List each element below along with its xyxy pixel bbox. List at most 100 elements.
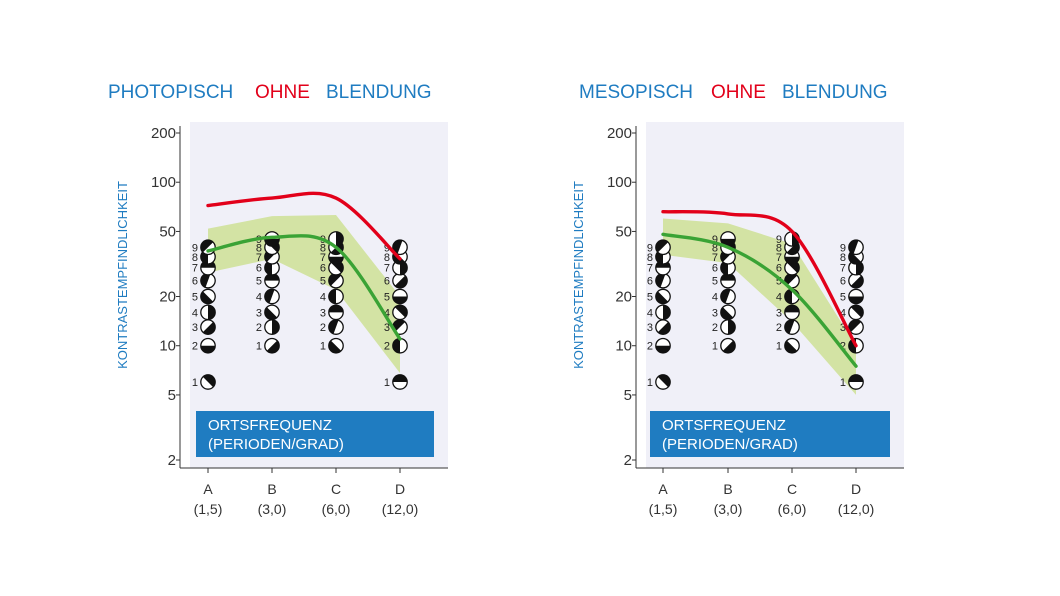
marker-label-3-8: 8	[384, 252, 390, 264]
contrast-marker-0-9	[655, 239, 671, 256]
y-tick-label-3: 20	[159, 289, 176, 306]
marker-label-0-8: 8	[647, 252, 653, 264]
contrast-marker-3-8-half	[848, 251, 862, 264]
marker-label-2-6: 6	[320, 263, 326, 275]
contrast-marker-2-1	[328, 337, 344, 354]
marker-label-0-5: 5	[192, 292, 198, 304]
title-word-1: OHNE	[255, 82, 310, 103]
contrast-marker-3-4-fill	[850, 305, 864, 318]
contrast-marker-0-9-fill	[655, 240, 669, 253]
y-tick-label-3: 20	[615, 289, 632, 306]
contrast-marker-3-5-half	[848, 296, 864, 304]
contrast-marker-2-9-fill	[336, 231, 344, 247]
contrast-marker-0-6	[655, 272, 671, 289]
contrast-marker-0-2	[200, 337, 216, 354]
y-tick-label-2: 50	[615, 223, 632, 240]
contrast-marker-0-6-fill	[200, 273, 211, 288]
contrast-marker-3-1-fill	[848, 374, 864, 382]
x-axis-label-line-1: (PERIODEN/GRAD)	[662, 436, 798, 453]
contrast-marker-3-4-half	[850, 305, 864, 318]
contrast-marker-1-3-half	[264, 307, 278, 320]
contrast-marker-3-5-fill	[848, 296, 864, 304]
marker-label-2-4: 4	[320, 292, 326, 304]
contrast-marker-2-1	[784, 337, 800, 354]
contrast-marker-3-4	[848, 304, 864, 321]
marker-label-2-7: 7	[776, 252, 782, 264]
x-axis-label-line-0: ORTSFREQUENZ	[208, 417, 332, 434]
contrast-marker-1-3-fill	[264, 307, 278, 320]
photopic-chart: PHOTOPISCH OHNE BLENDUNG 200 100 50 20 10 5 2 KONT…	[108, 82, 448, 517]
contrast-marker-0-3-half	[657, 321, 671, 335]
marker-label-2-2: 2	[320, 322, 326, 334]
contrast-marker-3-3-fill	[392, 319, 406, 333]
marker-label-1-8: 8	[712, 242, 718, 254]
marker-label-1-7: 7	[256, 252, 262, 264]
marker-label-3-1: 1	[384, 377, 390, 389]
contrast-marker-3-2-half	[392, 338, 400, 353]
marker-label-3-1: 1	[840, 377, 846, 389]
marker-label-0-7: 7	[192, 263, 198, 275]
contrast-marker-1-2-fill	[272, 319, 280, 335]
marker-label-0-8: 8	[192, 252, 198, 264]
marker-label-3-2: 2	[384, 341, 390, 353]
y-tick-label-5: 5	[168, 387, 176, 404]
marker-label-1-5: 5	[256, 276, 262, 288]
contrast-marker-1-4	[720, 288, 736, 305]
contrast-marker-0-1	[200, 374, 216, 390]
contrast-marker-0-5-half	[655, 291, 669, 304]
contrast-marker-2-4-fill	[784, 289, 792, 304]
contrast-marker-3-3-fill	[848, 319, 862, 333]
marker-label-3-6: 6	[384, 276, 390, 288]
contrast-marker-3-4-half	[394, 305, 408, 318]
contrast-marker-1-3	[264, 304, 280, 321]
contrast-marker-2-9	[328, 231, 344, 247]
x-category-value-C: (6,0)	[322, 501, 351, 517]
contrast-marker-1-5-fill	[264, 273, 280, 281]
contrast-marker-2-1-half	[328, 340, 342, 353]
contrast-marker-1-1	[264, 337, 280, 354]
marker-label-1-3: 3	[256, 307, 262, 319]
marker-label-0-1: 1	[647, 377, 653, 389]
y-tick-label-4: 10	[159, 338, 176, 355]
y-tick-label-6: 2	[624, 452, 632, 469]
marker-label-1-8: 8	[256, 242, 262, 254]
contrast-marker-2-1-fill	[784, 340, 798, 353]
contrast-marker-2-7-fill	[784, 256, 800, 264]
contrast-marker-0-5-half	[200, 291, 214, 304]
contrast-marker-0-5-fill	[200, 291, 214, 304]
contrast-marker-3-9	[392, 239, 408, 256]
contrast-marker-2-5-half	[328, 273, 342, 286]
x-category-value-B: (3,0)	[258, 501, 287, 517]
x-axis-label-box	[650, 411, 890, 457]
contrast-marker-2-3	[784, 304, 800, 321]
contrast-marker-0-4	[655, 304, 671, 321]
marker-label-2-9: 9	[776, 234, 782, 246]
marker-label-3-4: 4	[840, 307, 846, 319]
contrast-marker-3-6-half	[394, 275, 408, 288]
marker-label-0-9: 9	[647, 242, 653, 254]
contrast-marker-3-7	[848, 259, 864, 276]
contrast-marker-2-1-fill	[328, 340, 342, 353]
marker-label-1-2: 2	[256, 322, 262, 334]
contrast-marker-0-2	[655, 337, 671, 354]
y-tick-label-0: 200	[151, 125, 176, 142]
contrast-marker-0-3	[655, 319, 671, 335]
marker-label-0-2: 2	[192, 341, 198, 353]
x-category-C: C	[331, 481, 341, 497]
contrast-marker-0-6-half	[655, 273, 666, 288]
contrast-marker-0-9-half	[200, 240, 214, 253]
contrast-marker-2-3	[328, 304, 344, 321]
marker-label-1-5: 5	[712, 276, 718, 288]
contrast-marker-2-5-fill	[784, 273, 798, 286]
marker-label-1-6: 6	[256, 263, 262, 275]
contrast-marker-1-9-half	[264, 238, 280, 247]
marker-label-2-1: 1	[320, 341, 326, 353]
contrast-marker-1-5-half	[720, 273, 736, 281]
contrast-marker-0-1-fill	[202, 374, 216, 388]
marker-label-3-9: 9	[840, 242, 846, 254]
x-axis-label-line-1: (PERIODEN/GRAD)	[208, 436, 344, 453]
series-line-0	[661, 210, 858, 348]
normal-range-band	[208, 215, 400, 374]
contrast-marker-1-1-fill	[722, 340, 736, 353]
contrast-marker-2-3-half	[784, 305, 800, 313]
